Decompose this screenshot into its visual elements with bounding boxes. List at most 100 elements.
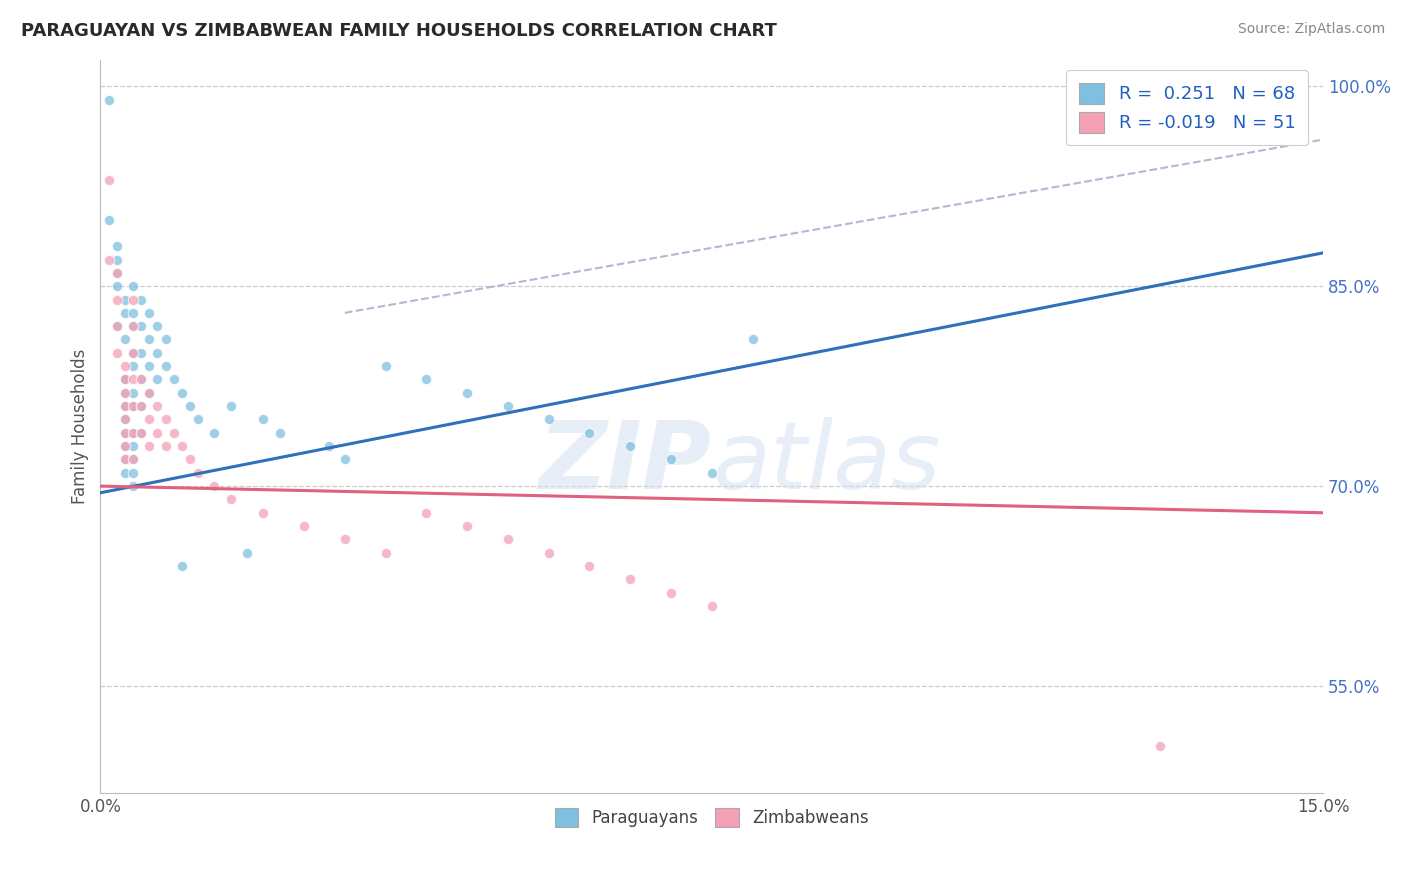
Point [105, 252, 128, 267]
Point [170, 439, 193, 453]
Point [1149, 739, 1171, 753]
Point [122, 346, 145, 360]
Point [537, 546, 560, 560]
Point [105, 266, 128, 280]
Point [179, 452, 201, 467]
Text: Source: ZipAtlas.com: Source: ZipAtlas.com [1237, 22, 1385, 37]
Point [122, 466, 145, 480]
Point [114, 452, 136, 467]
Point [129, 346, 152, 360]
Point [146, 399, 169, 413]
Point [187, 466, 209, 480]
Point [122, 452, 145, 467]
Point [122, 479, 145, 493]
Point [146, 372, 169, 386]
Point [155, 439, 177, 453]
Point [333, 533, 356, 547]
Point [122, 372, 145, 386]
Point [114, 385, 136, 400]
Point [415, 506, 437, 520]
Point [114, 425, 136, 440]
Point [146, 346, 169, 360]
Point [129, 399, 152, 413]
Point [333, 452, 356, 467]
Point [138, 412, 160, 426]
Text: PARAGUAYAN VS ZIMBABWEAN FAMILY HOUSEHOLDS CORRELATION CHART: PARAGUAYAN VS ZIMBABWEAN FAMILY HOUSEHOL… [21, 22, 778, 40]
Point [129, 425, 152, 440]
Point [122, 319, 145, 334]
Text: atlas: atlas [711, 417, 941, 508]
Point [163, 372, 186, 386]
Point [496, 533, 519, 547]
Point [700, 466, 723, 480]
Point [114, 399, 136, 413]
Point [659, 585, 682, 599]
Point [105, 293, 128, 307]
Point [114, 439, 136, 453]
Point [114, 359, 136, 373]
Point [155, 412, 177, 426]
Point [138, 385, 160, 400]
Point [292, 519, 315, 533]
Point [97, 252, 120, 267]
Point [129, 372, 152, 386]
Point [122, 279, 145, 293]
Point [122, 399, 145, 413]
Point [138, 359, 160, 373]
Point [97, 172, 120, 186]
Point [105, 319, 128, 334]
Legend: Paraguayans, Zimbabweans: Paraguayans, Zimbabweans [547, 800, 877, 836]
Point [578, 425, 600, 440]
Point [129, 319, 152, 334]
Point [122, 399, 145, 413]
Point [114, 399, 136, 413]
Point [122, 359, 145, 373]
Point [219, 492, 242, 507]
Point [138, 385, 160, 400]
Point [114, 412, 136, 426]
Point [155, 359, 177, 373]
Point [122, 439, 145, 453]
Point [114, 333, 136, 347]
Point [114, 372, 136, 386]
Point [114, 372, 136, 386]
Point [114, 439, 136, 453]
Point [170, 559, 193, 574]
Point [269, 425, 291, 440]
Point [619, 573, 641, 587]
Point [204, 479, 226, 493]
Point [105, 266, 128, 280]
Point [129, 372, 152, 386]
Point [163, 425, 186, 440]
Point [129, 425, 152, 440]
Point [187, 412, 209, 426]
Point [318, 439, 340, 453]
Point [114, 425, 136, 440]
Point [155, 333, 177, 347]
Point [122, 293, 145, 307]
Point [741, 333, 763, 347]
Point [105, 319, 128, 334]
Point [105, 279, 128, 293]
Point [219, 399, 242, 413]
Point [179, 399, 201, 413]
Point [97, 212, 120, 227]
Point [105, 239, 128, 253]
Point [138, 306, 160, 320]
Point [129, 293, 152, 307]
Point [619, 439, 641, 453]
Point [114, 412, 136, 426]
Point [105, 346, 128, 360]
Point [456, 385, 478, 400]
Point [252, 506, 274, 520]
Point [122, 319, 145, 334]
Point [578, 559, 600, 574]
Point [97, 93, 120, 107]
Point [374, 546, 396, 560]
Point [252, 412, 274, 426]
Point [456, 519, 478, 533]
Point [122, 346, 145, 360]
Point [204, 425, 226, 440]
Point [114, 306, 136, 320]
Point [122, 425, 145, 440]
